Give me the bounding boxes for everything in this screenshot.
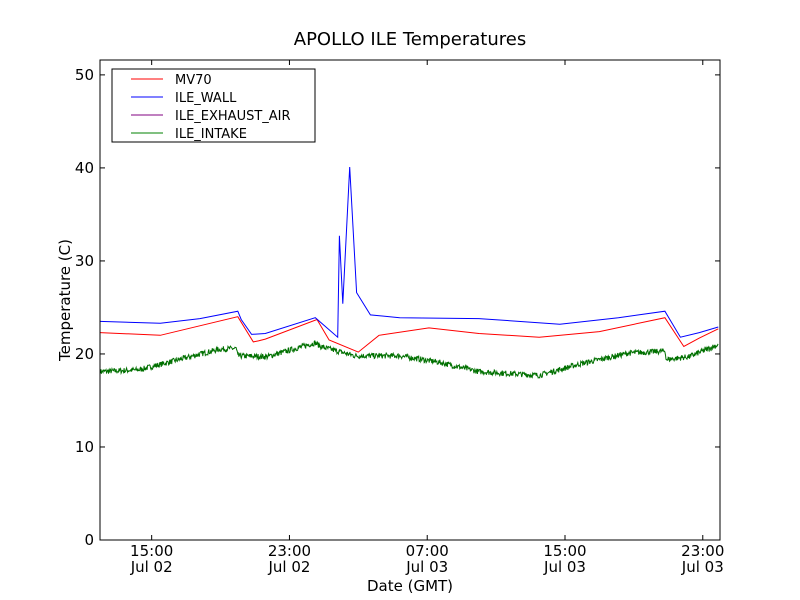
x-tick-date: Jul 03 [405,558,448,576]
x-tick-time: 15:00 [543,542,586,560]
y-tick-label: 20 [75,345,94,363]
y-axis-label: Temperature (C) [56,239,74,362]
x-tick-date: Jul 03 [681,558,724,576]
y-tick-label: 40 [75,159,94,177]
x-tick-date: Jul 02 [267,558,310,576]
y-tick-label: 0 [84,531,94,549]
legend-label: ILE_EXHAUST_AIR [175,109,291,124]
x-tick-time: 07:00 [406,542,449,560]
legend: MV70 ILE_WALL ILE_EXHAUST_AIR ILE_INTAKE [111,68,316,143]
y-tick-label: 10 [75,438,94,456]
chart-title: APOLLO ILE Temperatures [294,29,526,50]
plot-frame [99,59,721,541]
legend-label: ILE_INTAKE [175,127,247,142]
series-line-mv70 [99,316,719,353]
series-line-ile-intake [99,340,719,379]
legend-label: MV70 [175,73,212,88]
series-layer [99,166,719,379]
x-tick-date: Jul 03 [543,558,586,576]
x-tick-time: 23:00 [681,542,724,560]
x-tick-time: 15:00 [130,542,173,560]
x-axis-label: Date (GMT) [367,577,453,595]
legend-box [111,68,316,143]
legend-label: ILE_WALL [175,91,237,106]
x-tick-time: 23:00 [268,542,311,560]
x-tick-date: Jul 02 [130,558,173,576]
series-line-ile-wall [99,166,719,339]
y-tick-label: 50 [75,66,94,84]
y-tick-label: 30 [75,252,94,270]
